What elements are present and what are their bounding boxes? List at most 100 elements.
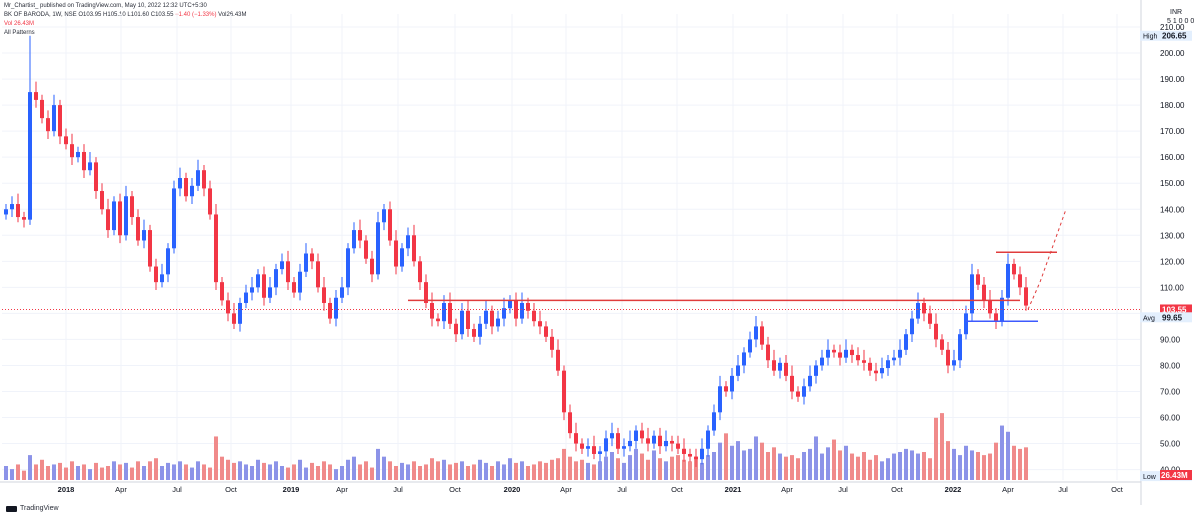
candle-body bbox=[340, 287, 344, 298]
volume-bar bbox=[658, 458, 662, 480]
candle-body bbox=[850, 349, 854, 356]
patterns-legend[interactable]: All Patterns bbox=[4, 30, 35, 36]
time-tick-label: Apr bbox=[336, 485, 348, 494]
volume-bar bbox=[694, 458, 698, 480]
candle-body bbox=[196, 170, 200, 186]
candle-body bbox=[856, 355, 860, 361]
candle-body bbox=[418, 261, 422, 283]
volume-bar bbox=[892, 453, 896, 480]
candle-body bbox=[610, 433, 614, 439]
volume-bar bbox=[964, 445, 968, 480]
volume-bar bbox=[268, 464, 272, 480]
candle-body bbox=[82, 151, 86, 171]
candle-body bbox=[964, 313, 968, 335]
volume-bar bbox=[784, 456, 788, 480]
volume-bar bbox=[184, 464, 188, 480]
high-badge bbox=[1160, 30, 1192, 41]
candle-body bbox=[502, 308, 506, 319]
time-tick-label: Apr bbox=[1002, 485, 1014, 494]
candle-body bbox=[820, 357, 824, 366]
avg-label-bg bbox=[1140, 312, 1162, 323]
volume-bar bbox=[28, 455, 32, 480]
candle-body bbox=[742, 352, 746, 366]
candle-body bbox=[286, 261, 290, 283]
volume-bar bbox=[178, 461, 182, 480]
candle-body bbox=[880, 368, 884, 374]
candle-body bbox=[22, 217, 26, 220]
candle-body bbox=[154, 266, 158, 283]
volume-bar bbox=[196, 461, 200, 480]
volume-bar bbox=[460, 461, 464, 480]
time-axis[interactable]: 2018 Apr Jul Oct 2019 Apr Jul Oct 2020 Apr Jul Oct 2… bbox=[0, 481, 1141, 494]
volume-bar bbox=[754, 436, 758, 480]
volume-bar bbox=[454, 462, 458, 480]
candle-body bbox=[664, 440, 668, 447]
volume-bar bbox=[538, 461, 542, 480]
volume-bar bbox=[340, 466, 344, 480]
candle-body bbox=[448, 302, 452, 324]
candle-body bbox=[772, 360, 776, 371]
volume-bar bbox=[652, 450, 656, 480]
volume-bar bbox=[562, 448, 566, 480]
volume-bar bbox=[466, 466, 470, 480]
volume-bar bbox=[850, 453, 854, 480]
candle-body bbox=[382, 209, 386, 223]
avg-value: 99.65 bbox=[1162, 313, 1183, 322]
volume-bar bbox=[520, 461, 524, 480]
candle-body bbox=[1018, 274, 1022, 288]
price-tick-label: 80.00 bbox=[1160, 361, 1181, 370]
price-tick-label: 130.00 bbox=[1160, 231, 1185, 240]
volume-bar bbox=[430, 458, 434, 480]
last-price-badge bbox=[1160, 304, 1192, 315]
volume-bar bbox=[250, 466, 254, 480]
candle-body bbox=[142, 230, 146, 241]
candle-body bbox=[316, 261, 320, 288]
candle-body bbox=[478, 323, 482, 337]
candle-body bbox=[658, 435, 662, 447]
volume-bar bbox=[556, 458, 560, 480]
time-tick-label: 2022 bbox=[945, 485, 962, 494]
candle-body bbox=[88, 162, 92, 171]
volume-bar bbox=[820, 453, 824, 480]
volume-bar bbox=[424, 464, 428, 480]
volume-bar bbox=[232, 462, 236, 480]
volume-bar bbox=[502, 464, 506, 480]
volume-bar bbox=[514, 462, 518, 480]
volume-bar bbox=[406, 464, 410, 480]
volume-bar bbox=[832, 439, 836, 480]
candle-body bbox=[928, 313, 932, 324]
price-axis[interactable]: 210.00 200.00 190.00 180.00 170.00 160.00 150.… bbox=[1140, 0, 1194, 505]
candle-body bbox=[394, 240, 398, 267]
candle-body bbox=[40, 99, 44, 119]
price-tick-label: 90.00 bbox=[1160, 335, 1181, 344]
candle-body bbox=[760, 326, 764, 345]
volume-bar bbox=[742, 450, 746, 480]
volume-bar bbox=[646, 459, 650, 480]
price-tick-label: 110.00 bbox=[1160, 283, 1184, 292]
price-tick-label: 60.00 bbox=[1160, 414, 1181, 423]
time-tick-label: Apr bbox=[560, 485, 572, 494]
candle-body bbox=[274, 269, 278, 288]
volume-bar bbox=[886, 458, 890, 480]
candle-body bbox=[442, 302, 446, 322]
volume-bar bbox=[100, 467, 104, 480]
volume-bar bbox=[796, 458, 800, 480]
volume-legend[interactable]: Vol 26.43M bbox=[4, 21, 35, 27]
candle-body bbox=[106, 209, 110, 231]
volume-bar bbox=[274, 461, 278, 480]
volume-bar bbox=[364, 461, 368, 480]
candlesticks bbox=[4, 35, 1028, 467]
candle-body bbox=[730, 375, 734, 392]
candle-body bbox=[76, 151, 80, 158]
volume-bar bbox=[904, 448, 908, 480]
candle-body bbox=[520, 302, 524, 319]
candle-body bbox=[490, 310, 494, 327]
volume-bar bbox=[328, 464, 332, 480]
candle-body bbox=[28, 92, 32, 220]
candle-body bbox=[544, 326, 548, 337]
volume-bar bbox=[958, 455, 962, 480]
candle-body bbox=[754, 326, 758, 340]
volume-bar bbox=[280, 466, 284, 480]
symbol-label[interactable]: BK OF BARODA, 1W, NSE bbox=[4, 12, 77, 18]
